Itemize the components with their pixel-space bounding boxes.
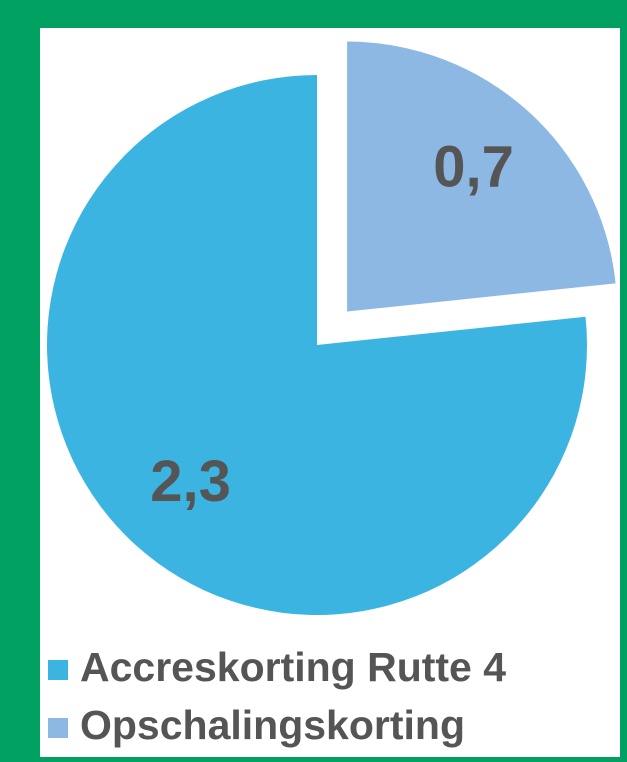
legend-swatch [48,718,68,738]
legend-swatch [48,660,68,680]
data-label: 0,7 [433,134,514,199]
data-label: 2,3 [150,449,231,514]
pie-slice [47,75,588,615]
pie-slice [347,41,616,312]
legend-label: Opschalingskorting [80,702,465,748]
legend-label: Accreskorting Rutte 4 [80,644,506,690]
